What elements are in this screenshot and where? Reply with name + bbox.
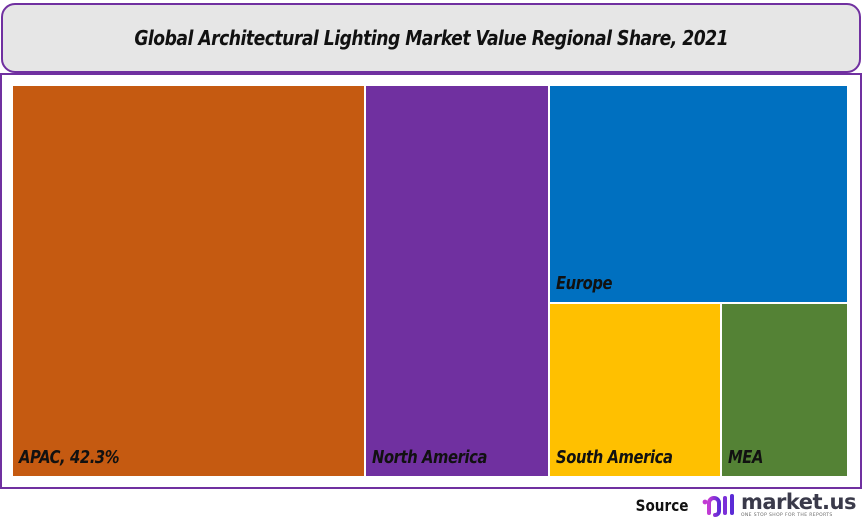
market-us-logo-icon: [702, 494, 734, 517]
tile-label-south-america: South America: [556, 447, 673, 468]
tile-south-america: South America: [550, 304, 720, 476]
tile-north-america: North America: [366, 86, 548, 476]
brand-logo: market.us ONE STOP SHOP FOR THE REPORTS: [701, 489, 857, 519]
source-label: Source: [635, 495, 689, 515]
tile-mea: MEA: [722, 304, 847, 476]
brand-name: market.us: [740, 489, 857, 514]
tile-label-mea: MEA: [728, 447, 763, 468]
tile-label-europe: Europe: [556, 273, 613, 294]
brand-tagline: ONE STOP SHOP FOR THE REPORTS: [740, 512, 833, 518]
chart-title: Global Architectural Lighting Market Val…: [134, 26, 728, 50]
tile-apac: APAC, 42.3%: [13, 86, 364, 476]
tile-label-apac: APAC, 42.3%: [19, 447, 120, 468]
tile-europe: Europe: [550, 86, 847, 302]
tile-label-north-america: North America: [372, 447, 488, 468]
source-attribution: Source market.us ONE STOP SHOP FOR THE R…: [631, 490, 856, 520]
treemap-frame: APAC, 42.3% North America Europe South A…: [0, 73, 862, 489]
chart-title-box: Global Architectural Lighting Market Val…: [1, 3, 861, 73]
